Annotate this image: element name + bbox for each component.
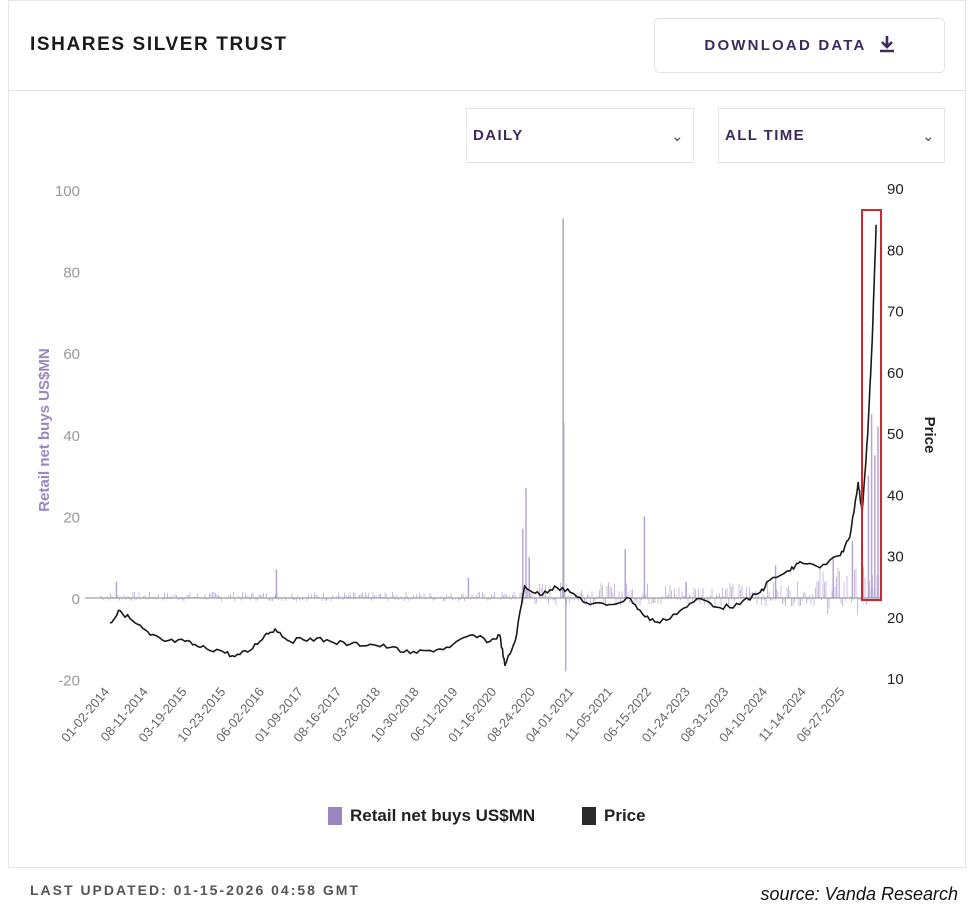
page-title: ISHARES SILVER TRUST xyxy=(30,34,288,55)
highlight-box xyxy=(861,209,882,601)
y2-tick-label: 90 xyxy=(887,181,904,198)
y-axis-title: Retail net buys US$MN xyxy=(36,348,53,511)
y2-tick-label: 60 xyxy=(887,365,904,382)
range-select[interactable]: ALL TIME ⌄ xyxy=(718,108,945,163)
y2-tick-label: 70 xyxy=(887,304,904,321)
download-data-button[interactable]: DOWNLOAD DATA xyxy=(654,18,945,73)
y-tick-label: -20 xyxy=(58,673,80,690)
y-tick-label: 20 xyxy=(63,509,80,526)
download-label: DOWNLOAD DATA xyxy=(704,37,867,54)
legend-label: Retail net buys US$MN xyxy=(350,806,536,825)
frequency-select[interactable]: DAILY ⌄ xyxy=(466,108,694,163)
last-updated: LAST UPDATED: 01-15-2026 04:58 GMT xyxy=(30,882,360,898)
legend-swatch xyxy=(328,807,342,825)
range-value: ALL TIME xyxy=(725,127,806,144)
y2-tick-label: 30 xyxy=(887,549,904,566)
chevron-down-icon: ⌄ xyxy=(671,127,685,145)
price-line xyxy=(109,224,877,667)
y-tick-label: 80 xyxy=(63,265,80,282)
y2-tick-label: 80 xyxy=(887,242,904,259)
y-tick-label: 0 xyxy=(72,591,80,608)
y-tick-label: 60 xyxy=(63,346,80,363)
y2-axis-title: Price xyxy=(921,417,938,454)
y2-tick-label: 40 xyxy=(887,487,904,504)
download-icon xyxy=(879,35,895,57)
legend-retail[interactable]: Retail net buys US$MN xyxy=(328,806,535,826)
legend-label: Price xyxy=(604,806,646,825)
legend-price[interactable]: Price xyxy=(582,806,646,826)
y2-tick-label: 20 xyxy=(887,610,904,627)
header-divider xyxy=(8,90,966,91)
source-note: source: Vanda Research xyxy=(760,884,958,904)
chevron-down-icon: ⌄ xyxy=(922,127,936,145)
frequency-value: DAILY xyxy=(473,127,524,144)
y-tick-label: 100 xyxy=(55,183,80,200)
legend-swatch xyxy=(582,807,596,825)
y2-tick-label: 50 xyxy=(887,426,904,443)
y2-tick-label: 10 xyxy=(887,671,904,688)
y-tick-label: 40 xyxy=(63,428,80,445)
chart-card xyxy=(8,0,966,868)
